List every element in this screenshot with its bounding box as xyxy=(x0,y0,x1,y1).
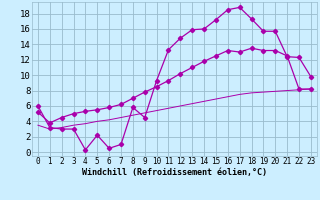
X-axis label: Windchill (Refroidissement éolien,°C): Windchill (Refroidissement éolien,°C) xyxy=(82,168,267,177)
